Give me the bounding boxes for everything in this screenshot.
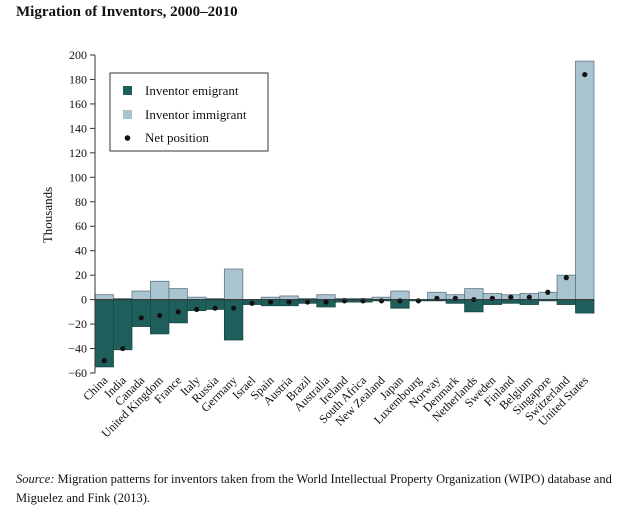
- y-tick-label: 120: [69, 146, 87, 160]
- y-tick-label: 60: [75, 219, 87, 233]
- legend-swatch-emigrant: [123, 86, 132, 95]
- net-position-point: [378, 298, 385, 304]
- axes: [94, 55, 594, 373]
- net-position-point: [397, 298, 403, 304]
- net-position-point: [175, 309, 181, 315]
- bar-immigrant: [150, 280, 170, 301]
- legend: Inventor emigrant Inventor immigrant Net…: [109, 72, 269, 152]
- net-position-point: [304, 299, 311, 305]
- net-position-point: [323, 299, 329, 305]
- y-axis-ticks: −60 −40 −20 0 20 40 60 80 100 120 140 160 180 200: [68, 48, 95, 380]
- y-tick-label: −20: [68, 317, 87, 331]
- net-position-point: [157, 312, 163, 319]
- net-position-point: [286, 299, 292, 305]
- net-position-point: [101, 358, 107, 364]
- bar-immigrant: [279, 295, 299, 301]
- net-position-point: [434, 295, 440, 301]
- net-position-point: [563, 275, 569, 281]
- bar-immigrant: [316, 294, 336, 301]
- net-position-point: [415, 298, 422, 304]
- net-position-point: [267, 299, 274, 305]
- bar-emigrant: [519, 299, 539, 305]
- net-position-point: [249, 300, 255, 306]
- bar-emigrant: [113, 299, 133, 351]
- y-tick-label: −40: [68, 342, 87, 356]
- net-position-point: [526, 294, 532, 300]
- y-tick-label: 0: [81, 293, 87, 307]
- y-tick-label: 20: [75, 268, 87, 282]
- source-note: Source: Migration patterns for inventors…: [16, 470, 628, 508]
- net-position-point: [194, 306, 200, 312]
- source-label: Source:: [16, 472, 55, 486]
- bar-immigrant: [131, 290, 151, 301]
- y-tick-label: 100: [69, 170, 87, 184]
- y-tick-label: 160: [69, 97, 87, 111]
- bar-immigrant: [94, 294, 114, 301]
- net-position-point: [231, 305, 237, 311]
- net-position-point: [489, 295, 495, 301]
- y-tick-label: 180: [69, 72, 87, 86]
- bar-emigrant: [556, 299, 576, 305]
- source-text: Migration patterns for inventors taken f…: [16, 472, 612, 505]
- bar-emigrant: [94, 299, 114, 368]
- legend-label-emigrant: Inventor emigrant: [145, 83, 239, 98]
- y-tick-label: 40: [75, 244, 87, 258]
- net-position-point: [582, 71, 588, 78]
- y-tick-label: 140: [69, 121, 87, 135]
- y-tick-label: 200: [69, 48, 87, 62]
- bars: [94, 60, 595, 368]
- bar-emigrant: [575, 299, 595, 314]
- bar-emigrant: [501, 299, 521, 304]
- bar-immigrant: [168, 288, 188, 301]
- legend-label-immigrant: Inventor immigrant: [145, 107, 247, 122]
- net-position-point: [452, 295, 458, 301]
- chart-title: Migration of Inventors, 2000–2010: [16, 4, 238, 20]
- y-tick-label: −60: [68, 366, 87, 380]
- net-position-point: [120, 345, 126, 352]
- net-position-point: [360, 298, 366, 304]
- legend-label-net: Net position: [145, 130, 209, 145]
- legend-frame: [109, 72, 269, 152]
- net-position-point: [545, 289, 551, 295]
- y-axis-title: Thousands: [40, 187, 55, 243]
- net-position-point: [508, 294, 514, 300]
- bar-emigrant: [131, 299, 151, 327]
- y-tick-label: 80: [75, 195, 87, 209]
- net-position-point: [341, 298, 348, 304]
- migration-bar-chart: −60 −40 −20 0 20 40 60 80 100 120 140 160 180 200 Chi…: [40, 48, 595, 441]
- legend-swatch-immigrant: [123, 110, 132, 119]
- net-position-point: [212, 305, 218, 311]
- legend-marker-net: [124, 135, 131, 141]
- bar-immigrant: [575, 60, 595, 301]
- net-position-point: [138, 315, 144, 321]
- bar-immigrant: [223, 268, 244, 301]
